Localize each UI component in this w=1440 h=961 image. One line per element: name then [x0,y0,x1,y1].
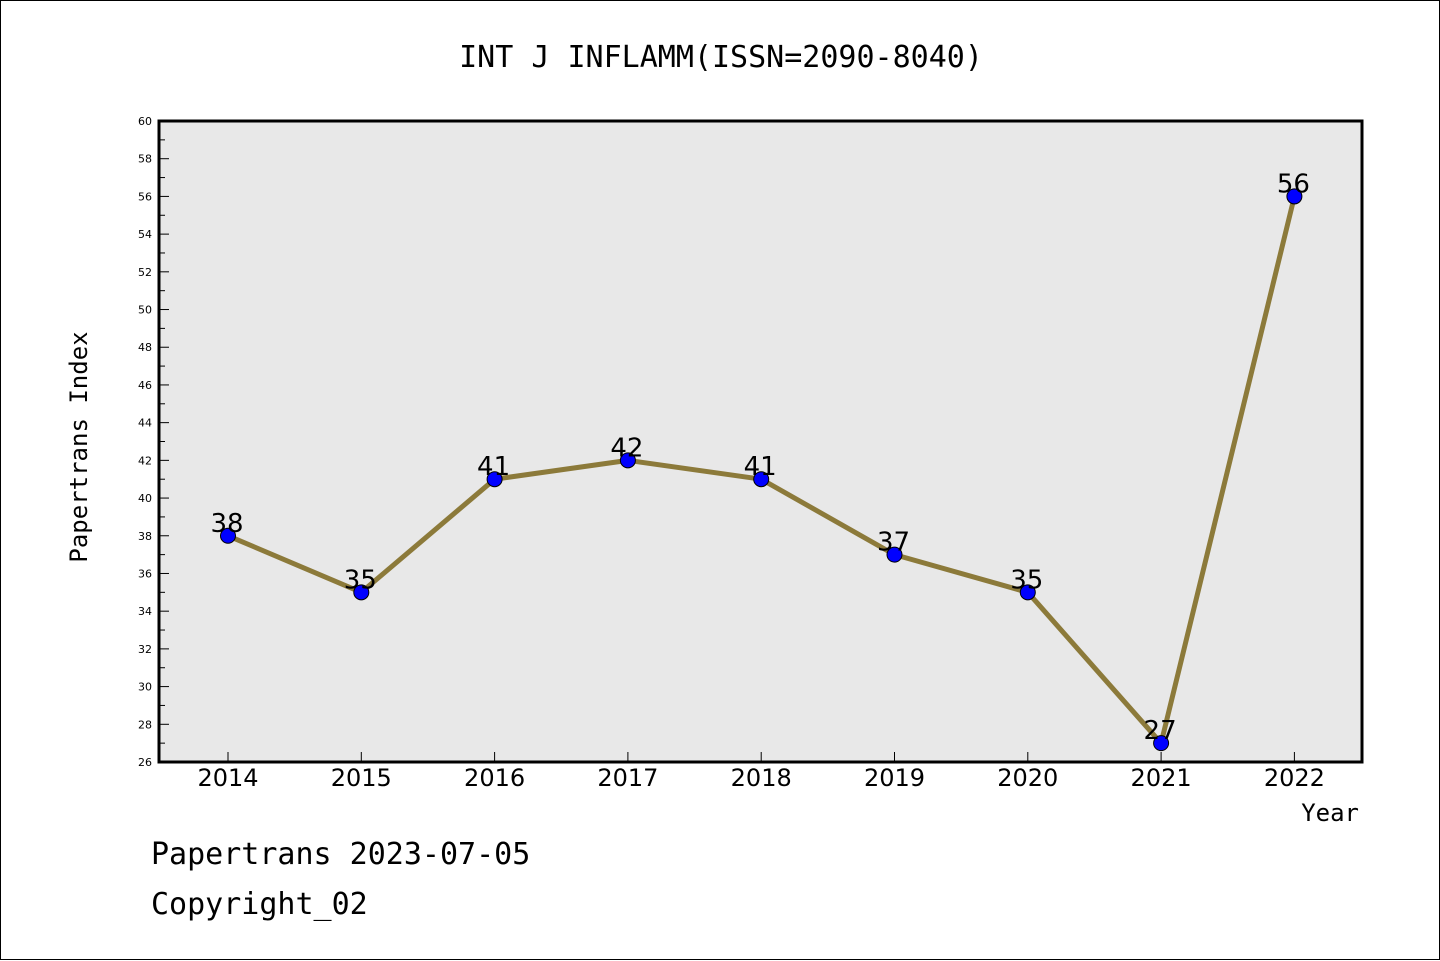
data-point [1019,584,1036,601]
data-label: 37 [877,528,910,558]
data-point [1286,188,1303,205]
x-tick-label: 2022 [1264,764,1325,792]
data-label: 42 [610,433,643,463]
data-label: 27 [1144,716,1177,746]
y-tick-label: 52 [138,266,152,279]
x-tick-label: 2020 [997,764,1058,792]
y-tick-label: 60 [138,115,152,128]
y-tick-label: 30 [138,681,152,694]
data-point [353,584,370,601]
y-tick-label: 48 [138,341,152,354]
y-tick-label: 38 [138,530,152,543]
y-tick-label: 28 [138,718,152,731]
x-tick-label: 2015 [331,764,392,792]
y-tick-label: 54 [138,228,152,241]
x-tick-label: 2018 [731,764,792,792]
data-label: 41 [744,452,777,482]
source-note: Papertrans 2023-07-05 [151,837,531,872]
y-tick-label: 34 [138,605,152,618]
x-axis: 2014 2015 2016 2017 2018 2019 2020 2021 2022 [197,752,1325,792]
data-point [886,546,903,563]
y-tick-label: 26 [138,756,152,769]
y-tick-label: 44 [138,417,152,430]
data-label: 35 [344,565,377,595]
data-point [753,471,770,488]
x-tick-label: 2019 [864,764,925,792]
chart-title: INT J INFLAMM(ISSN=2090-8040) [459,40,983,75]
data-point [220,527,236,544]
y-tick-label: 50 [138,304,152,317]
x-tick-label: 2016 [464,764,525,792]
x-axis-title: Year [1301,799,1359,827]
plot-area [157,119,1364,764]
y-tick-label: 58 [138,153,152,166]
data-label: 56 [1277,169,1310,199]
data-point [619,452,636,469]
data-label: 41 [477,452,510,482]
x-tick-label: 2014 [197,764,258,792]
data-labels: 38 35 41 42 41 37 35 27 56 [210,169,1309,746]
data-label: 35 [1010,565,1043,595]
y-tick-label: 56 [138,190,152,203]
y-tick-label: 42 [138,454,152,467]
y-tick-label: 36 [138,567,152,580]
data-point [486,471,503,488]
y-axis-title: Papertrans Index [65,331,93,562]
data-point [1153,735,1170,752]
x-tick-label: 2017 [597,764,658,792]
x-tick-label: 2021 [1131,764,1192,792]
data-label: 38 [210,509,243,539]
y-tick-label: 40 [138,492,152,505]
series-points [220,188,1303,752]
y-axis: 26 28 30 32 34 36 38 40 42 44 46 48 50 52 54 56 58 60 [138,115,169,769]
y-tick-label: 46 [138,379,152,392]
y-tick-label: 32 [138,643,152,656]
copyright-note: Copyright_02 [151,887,368,922]
